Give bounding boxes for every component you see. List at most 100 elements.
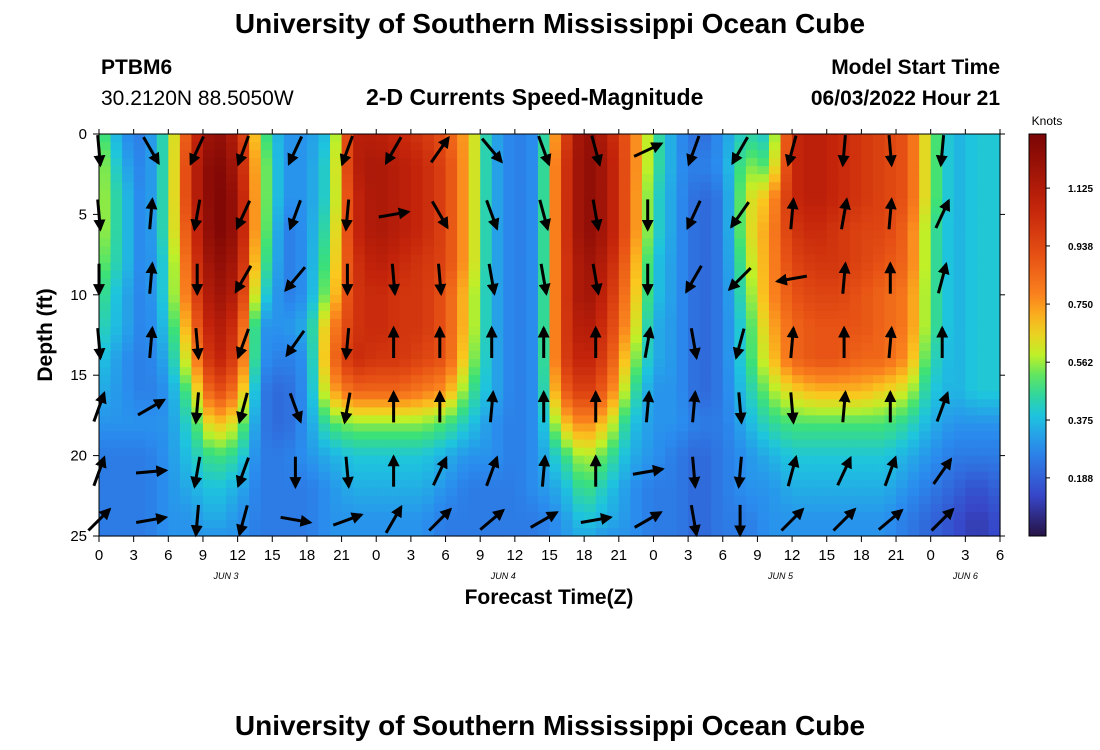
heatmap-cell bbox=[653, 318, 666, 328]
heatmap-cell bbox=[422, 351, 435, 360]
heatmap-cell bbox=[965, 423, 978, 433]
heatmap-cell bbox=[202, 326, 216, 336]
chart-subtitle: 2-D Currents Speed-Magnitude bbox=[366, 84, 704, 110]
heatmap-cell bbox=[745, 142, 759, 151]
heatmap-cell bbox=[353, 278, 366, 288]
heatmap-cell bbox=[861, 142, 874, 151]
heatmap-cell bbox=[584, 463, 597, 473]
heatmap-cell bbox=[757, 471, 770, 481]
current-vector bbox=[884, 325, 897, 359]
heatmap-cell bbox=[942, 351, 955, 360]
current-vector bbox=[479, 508, 506, 531]
heatmap-cell bbox=[907, 351, 920, 360]
heatmap-cell bbox=[306, 166, 320, 175]
current-vector bbox=[485, 199, 500, 231]
heatmap-cell bbox=[202, 246, 216, 256]
heatmap-cell bbox=[156, 335, 169, 344]
heatmap-cell bbox=[480, 302, 493, 312]
heatmap-cell bbox=[272, 479, 285, 489]
heatmap-cell bbox=[445, 423, 458, 433]
heatmap-cell bbox=[318, 198, 331, 207]
heatmap-cell bbox=[122, 495, 135, 505]
heatmap-cell bbox=[133, 415, 146, 425]
heatmap-cell bbox=[283, 511, 296, 521]
heatmap-cell bbox=[976, 463, 990, 473]
heatmap-cell bbox=[168, 326, 181, 336]
heatmap-cell bbox=[503, 375, 516, 384]
heatmap-cell bbox=[387, 527, 400, 537]
x-tick-label: 9 bbox=[753, 547, 761, 564]
heatmap-cell bbox=[422, 310, 435, 320]
heatmap-cell bbox=[399, 415, 412, 425]
heatmap-cell bbox=[399, 142, 412, 151]
heatmap-cell bbox=[526, 335, 539, 344]
heatmap-cell bbox=[549, 318, 562, 328]
heatmap-cell bbox=[861, 310, 874, 320]
heatmap-cell bbox=[849, 383, 862, 392]
heatmap-cell bbox=[907, 254, 920, 264]
heatmap-cell bbox=[665, 158, 678, 167]
current-vector bbox=[780, 507, 805, 532]
heatmap-cell bbox=[907, 415, 920, 425]
heatmap-cell bbox=[584, 142, 597, 151]
heatmap-cell bbox=[595, 310, 608, 320]
heatmap-cell bbox=[480, 527, 493, 537]
heatmap-cell bbox=[249, 511, 262, 521]
heatmap-cell bbox=[849, 407, 862, 416]
heatmap-cell bbox=[122, 310, 135, 320]
heatmap-cell bbox=[364, 238, 377, 248]
heatmap-cell bbox=[226, 158, 239, 167]
heatmap-cell bbox=[572, 142, 585, 151]
heatmap-cell bbox=[214, 254, 227, 264]
heatmap-cell bbox=[168, 246, 181, 256]
heatmap-cell bbox=[260, 375, 273, 384]
heatmap-cell bbox=[226, 487, 239, 497]
heatmap-cell bbox=[422, 182, 435, 191]
heatmap-cell bbox=[537, 519, 551, 529]
heatmap-cell bbox=[849, 262, 862, 272]
heatmap-cell bbox=[537, 182, 551, 191]
heatmap-cell bbox=[561, 182, 574, 191]
heatmap-cell bbox=[699, 423, 712, 433]
heatmap-cell bbox=[618, 254, 631, 264]
heatmap-cell bbox=[861, 463, 874, 473]
heatmap-cell bbox=[410, 503, 424, 513]
heatmap-cell bbox=[653, 439, 666, 449]
heatmap-cell bbox=[295, 222, 308, 232]
heatmap-cell bbox=[561, 351, 574, 360]
heatmap-cell bbox=[618, 415, 631, 425]
heatmap-cell bbox=[537, 174, 551, 183]
heatmap-cell bbox=[353, 447, 366, 457]
heatmap-cell bbox=[780, 214, 793, 224]
heatmap-cell bbox=[930, 182, 943, 191]
heatmap-cell bbox=[976, 487, 990, 497]
heatmap-cell bbox=[653, 455, 666, 465]
heatmap-cell bbox=[110, 310, 123, 320]
heatmap-cell bbox=[202, 447, 216, 457]
heatmap-cell bbox=[688, 262, 701, 272]
heatmap-cell bbox=[330, 238, 343, 248]
heatmap-cell bbox=[260, 166, 273, 175]
heatmap-cell bbox=[549, 230, 562, 240]
heatmap-cell bbox=[595, 439, 608, 449]
heatmap-cell bbox=[630, 230, 643, 240]
heatmap-cell bbox=[526, 351, 539, 360]
heatmap-cell bbox=[226, 134, 239, 143]
current-vector bbox=[685, 264, 703, 294]
current-vector bbox=[935, 134, 948, 168]
heatmap-cell bbox=[191, 367, 204, 376]
heatmap-cell bbox=[445, 262, 458, 272]
heatmap-cell bbox=[122, 359, 135, 368]
heatmap-cell bbox=[387, 198, 400, 207]
heatmap-cell bbox=[641, 463, 655, 473]
heatmap-cell bbox=[318, 335, 331, 344]
heatmap-cell bbox=[491, 383, 504, 392]
heatmap-cell bbox=[815, 326, 828, 336]
heatmap-cell bbox=[792, 142, 805, 151]
heatmap-cell bbox=[688, 487, 701, 497]
heatmap-cell bbox=[318, 375, 331, 384]
heatmap-cell bbox=[757, 351, 770, 360]
heatmap-cell bbox=[168, 286, 181, 296]
heatmap-cell bbox=[191, 182, 204, 191]
heatmap-cell bbox=[468, 150, 481, 159]
